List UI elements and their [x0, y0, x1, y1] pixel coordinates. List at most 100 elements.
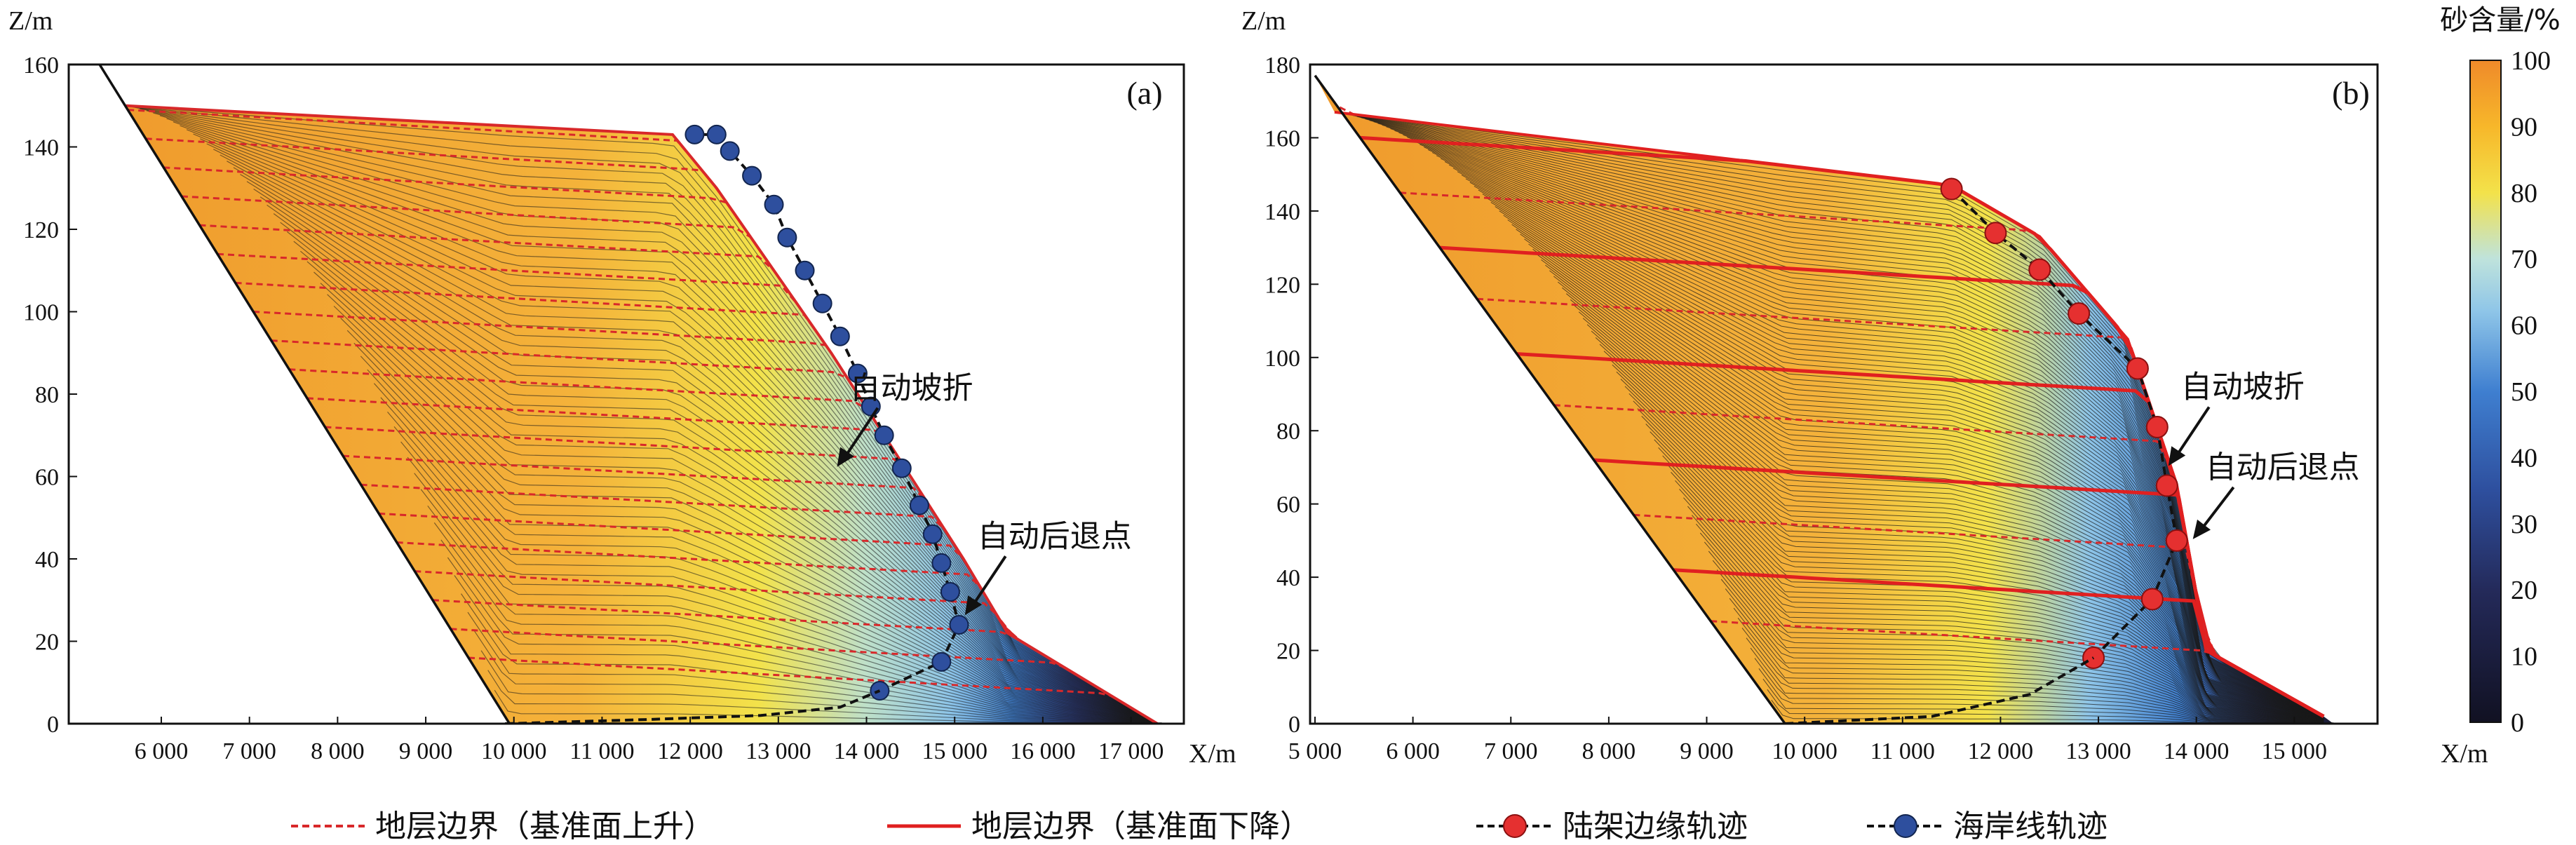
internal-layer-line — [240, 174, 1158, 724]
top-surface-line — [126, 104, 1159, 724]
colorbar-tick-label: 30 — [2511, 510, 2537, 539]
internal-layer-line — [1565, 293, 2324, 721]
internal-layer-line — [1478, 189, 2324, 719]
internal-layer-line — [340, 318, 1158, 724]
internal-layer-line — [1666, 464, 2324, 722]
internal-layer-line — [133, 106, 1158, 724]
shelf-edge-marker — [2165, 529, 2188, 552]
y-tick-label: 0 — [1288, 712, 1300, 738]
internal-layer-line — [1436, 155, 2324, 719]
legend-item-rising: 地层边界（基准面上升） — [291, 809, 715, 844]
internal-layer-line — [380, 397, 1158, 724]
internal-layer-line — [1704, 541, 2324, 723]
boundary-rising-line — [253, 311, 1159, 724]
internal-layer-line — [1490, 201, 2324, 719]
colorbar-tick-label: 10 — [2511, 642, 2537, 672]
internal-layer-line — [1633, 400, 2324, 722]
internal-layer-line — [447, 557, 1158, 724]
y-tick-label: 140 — [1265, 199, 1300, 225]
internal-layer-line — [1720, 579, 2324, 724]
internal-layer-line — [1516, 229, 2324, 720]
shelf-edge-marker — [2145, 416, 2169, 438]
internal-layer-line — [414, 473, 1158, 724]
internal-layer-line — [393, 426, 1158, 724]
basement-line — [98, 65, 1162, 724]
internal-layer-line — [320, 283, 1158, 724]
internal-layer-line — [1394, 130, 2324, 718]
internal-layer-line — [387, 412, 1158, 724]
colorbar-tick-label: 90 — [2511, 112, 2537, 142]
shoreline-marker — [874, 425, 894, 445]
annotation-label: 自动后退点 — [2206, 449, 2360, 485]
internal-layer-line — [300, 250, 1158, 724]
internal-layer-line — [1557, 281, 2324, 721]
internal-layer-line — [327, 294, 1158, 724]
internal-layer-line — [1407, 137, 2324, 719]
internal-layer-line — [367, 369, 1158, 724]
panel-b-label: (b) — [2332, 75, 2370, 111]
y-tick-label: 100 — [1265, 346, 1300, 372]
x-tick-label: 15 000 — [922, 738, 987, 764]
x-tick-label: 16 000 — [1010, 738, 1076, 764]
internal-layer-line — [286, 231, 1158, 724]
shelf-edge-marker — [2068, 302, 2091, 325]
y-tick-label: 20 — [35, 630, 59, 656]
internal-layer-line — [474, 630, 1158, 724]
x-tick-label: 7 000 — [222, 738, 276, 764]
panel-a-xlabel: X/m — [1189, 739, 1236, 769]
internal-layer-line — [213, 149, 1158, 724]
shelf-edge-marker — [2140, 588, 2164, 611]
shoreline-marker — [795, 260, 815, 280]
internal-layer-line — [480, 650, 1158, 724]
internal-layer-line — [1520, 234, 2324, 720]
internal-layer-line — [1549, 270, 2324, 721]
internal-layer-line — [1386, 126, 2324, 718]
panel-a-ylabel: Z/m — [8, 6, 53, 36]
boundary-rising-line — [163, 166, 1159, 724]
legend-item-falling: 地层边界（基准面下降） — [887, 809, 1311, 844]
shoreline-marker — [931, 651, 952, 672]
internal-layer-line — [1671, 472, 2324, 723]
boundary-rising-line — [289, 368, 1159, 724]
y-tick-label: 120 — [23, 217, 59, 243]
internal-layer-line — [1474, 185, 2324, 719]
annotation-arrow-head — [837, 447, 854, 467]
x-tick-label: 13 000 — [2065, 738, 2131, 764]
internal-layer-line — [1628, 393, 2324, 722]
internal-layer-line — [1750, 647, 2324, 724]
internal-layer-line — [220, 154, 1158, 724]
boundary-rising-line — [450, 628, 1159, 724]
internal-layer-line — [1465, 178, 2324, 719]
y-tick-label: 40 — [35, 547, 59, 573]
internal-layer-line — [433, 522, 1158, 724]
internal-layer-line — [253, 188, 1158, 724]
colorbar-tick-label: 50 — [2511, 377, 2537, 407]
internal-layer-line — [306, 261, 1158, 724]
legend: 地层边界（基准面上升） 地层边界（基准面下降） 陆架边缘轨迹 海岸线轨迹 — [291, 809, 2108, 844]
internal-layer-line — [267, 204, 1158, 724]
internal-layer-line — [233, 167, 1158, 724]
internal-layer-line — [1733, 607, 2324, 724]
y-tick-label: 180 — [1265, 53, 1300, 79]
panel-b-ylabel: Z/m — [1241, 6, 1286, 36]
shoreline-marker — [891, 458, 912, 478]
colorbar-tick-label: 80 — [2511, 179, 2537, 208]
shoreline-marker — [940, 582, 960, 602]
y-tick-label: 160 — [23, 53, 59, 79]
shelf-edge-marker — [2028, 258, 2051, 281]
colorbar-tick-label: 70 — [2511, 245, 2537, 274]
internal-layer-line — [206, 143, 1158, 724]
internal-layer-line — [259, 196, 1158, 724]
internal-layer-line — [1411, 139, 2324, 719]
internal-layer-line — [1461, 175, 2324, 719]
internal-layer-line — [1675, 480, 2324, 723]
trajectory-line — [505, 689, 881, 724]
internal-layer-line — [1746, 637, 2324, 724]
internal-layer-line — [1658, 447, 2324, 722]
internal-layer-line — [1725, 588, 2324, 724]
x-tick-label: 5 000 — [1288, 738, 1342, 764]
shoreline-marker — [764, 194, 784, 215]
annotation-label: 自动坡折 — [2181, 369, 2305, 405]
x-tick-label: 9 000 — [1680, 738, 1734, 764]
